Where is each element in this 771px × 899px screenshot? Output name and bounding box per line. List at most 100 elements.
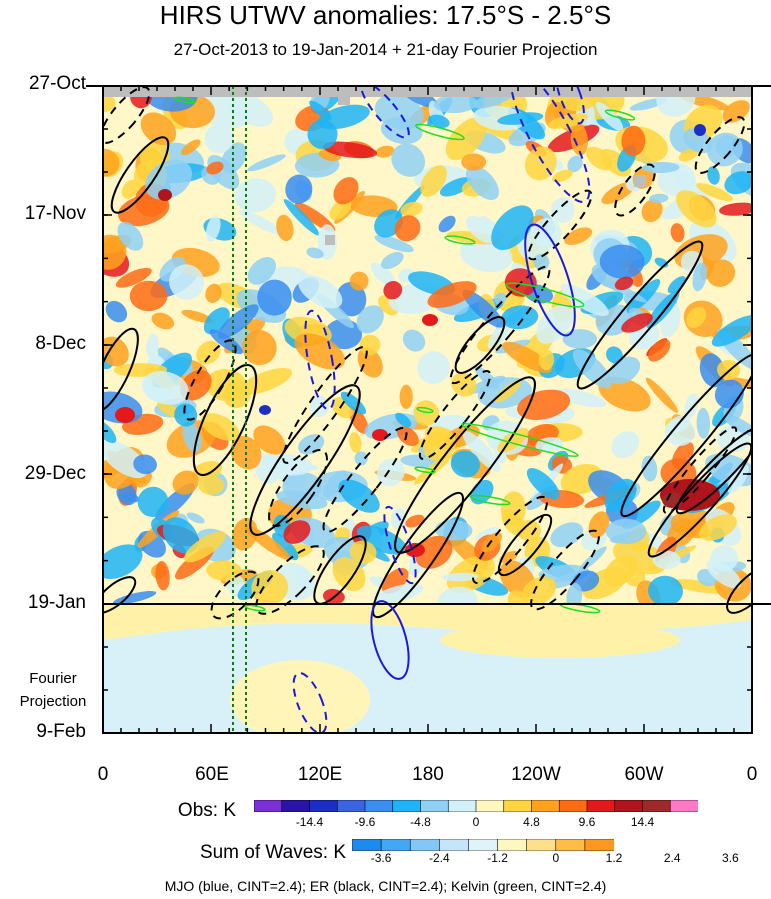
er-contour	[103, 86, 151, 144]
colorbar-tick-label: 14.4	[630, 815, 655, 829]
er-contour	[527, 189, 593, 261]
anomaly-patch	[474, 366, 500, 390]
anomaly-patch	[487, 322, 511, 350]
anomaly-patch	[678, 148, 698, 162]
colorbar-swatch	[526, 839, 557, 851]
hovmoller-plot	[86, 85, 771, 734]
anomaly-patch	[259, 405, 271, 415]
anomaly-patch	[192, 461, 223, 481]
colorbar-swatch	[309, 800, 338, 812]
anomaly-patch	[162, 517, 199, 554]
anomaly-patch	[140, 112, 177, 146]
anomaly-patch	[722, 100, 750, 123]
anomaly-patch	[294, 202, 336, 232]
er-contour	[454, 316, 506, 374]
anomaly-patch	[282, 472, 322, 502]
colorbar-tick-label: 0	[552, 851, 560, 865]
waves-colorbar	[352, 839, 614, 851]
anomaly-patch	[322, 141, 378, 159]
anomaly-patch	[329, 199, 352, 220]
anomaly-patch	[103, 544, 143, 580]
er-contour	[449, 265, 551, 385]
anomaly-patch	[413, 400, 439, 426]
colorbar-swatch	[614, 800, 644, 812]
mjo-contour	[509, 86, 591, 203]
er-contour	[530, 529, 600, 611]
colorbar-swatch	[503, 800, 533, 812]
anomaly-patch	[242, 330, 277, 366]
y-tick-label: 8-Dec	[35, 333, 86, 354]
projection-label-line1: Fourier	[29, 670, 77, 687]
anomaly-patch	[205, 283, 222, 304]
er-contour	[472, 495, 548, 585]
anomaly-patch	[465, 215, 497, 244]
anomaly-patch	[169, 264, 205, 300]
er-contour	[647, 442, 752, 558]
er-contour	[313, 535, 367, 605]
anomaly-patch	[491, 205, 534, 251]
anomaly-patch	[402, 329, 426, 352]
colorbar-tick-label: 1.2	[605, 851, 623, 865]
anomaly-patch	[564, 227, 593, 246]
colorbar-tick-label: -4.8	[410, 815, 431, 829]
kelvin-contour	[604, 109, 636, 121]
anomaly-patch	[380, 117, 423, 145]
anomaly-patch	[694, 124, 706, 136]
anomaly-patch	[550, 522, 584, 548]
anomaly-patch	[196, 340, 221, 365]
anomaly-patch	[383, 280, 403, 300]
anomaly-patch	[133, 454, 157, 475]
anomaly-patch	[103, 148, 120, 177]
anomaly-patch	[664, 418, 696, 446]
anomaly-patch	[554, 388, 607, 408]
anomaly-patch	[145, 333, 159, 358]
anomaly-patch	[727, 464, 749, 494]
anomaly-patch	[376, 458, 405, 487]
anomaly-patch	[391, 143, 426, 177]
colorbar-swatch	[336, 800, 366, 812]
anomaly-patch	[673, 169, 702, 199]
anomaly-patch	[605, 518, 647, 545]
anomaly-patch	[706, 560, 742, 589]
anomaly-patch	[253, 425, 286, 455]
anomaly-patch	[435, 519, 473, 541]
er-contour	[675, 425, 752, 515]
anomaly-patch	[442, 572, 479, 582]
colorbar-swatch	[468, 839, 499, 851]
er-contour	[192, 363, 258, 477]
anomaly-patch	[103, 95, 116, 113]
anomaly-patch	[333, 177, 359, 205]
anomaly-patch	[372, 429, 388, 441]
anomaly-patch	[494, 292, 507, 305]
colorbar-swatch	[584, 839, 614, 851]
anomaly-patch	[451, 372, 477, 397]
er-contour	[662, 426, 738, 514]
colorbar-tick-label: 2.4	[663, 851, 681, 865]
anomaly-patch	[692, 262, 707, 292]
anomaly-patch	[699, 353, 726, 388]
anomaly-patch	[438, 215, 456, 233]
anomaly-patch	[397, 426, 419, 447]
colorbar-tick-label: -2.4	[428, 851, 450, 865]
anomaly-patch	[357, 347, 383, 378]
anomaly-patch	[380, 252, 404, 269]
er-contour	[103, 576, 137, 614]
kelvin-contour	[416, 406, 434, 414]
mjo-contour	[370, 600, 410, 680]
anomaly-patch	[276, 214, 294, 242]
colorbar-swatch	[642, 800, 671, 812]
anomaly-patch	[428, 114, 450, 128]
chart-subtitle: 27-Oct-2013 to 19-Jan-2014 + 21-day Four…	[173, 40, 598, 59]
anomaly-patch	[306, 247, 324, 259]
er-contour	[394, 376, 536, 554]
axis-ticks	[102, 85, 753, 734]
anomaly-patch	[696, 183, 734, 202]
anomaly-patch	[686, 307, 707, 329]
kelvin-contour	[415, 123, 465, 141]
anomaly-patch	[422, 314, 438, 326]
anomaly-patch	[604, 555, 638, 587]
anomaly-patch	[706, 132, 743, 167]
kelvin-contour	[174, 96, 196, 104]
kelvin-contour	[244, 604, 266, 612]
anomaly-patch	[121, 179, 139, 199]
